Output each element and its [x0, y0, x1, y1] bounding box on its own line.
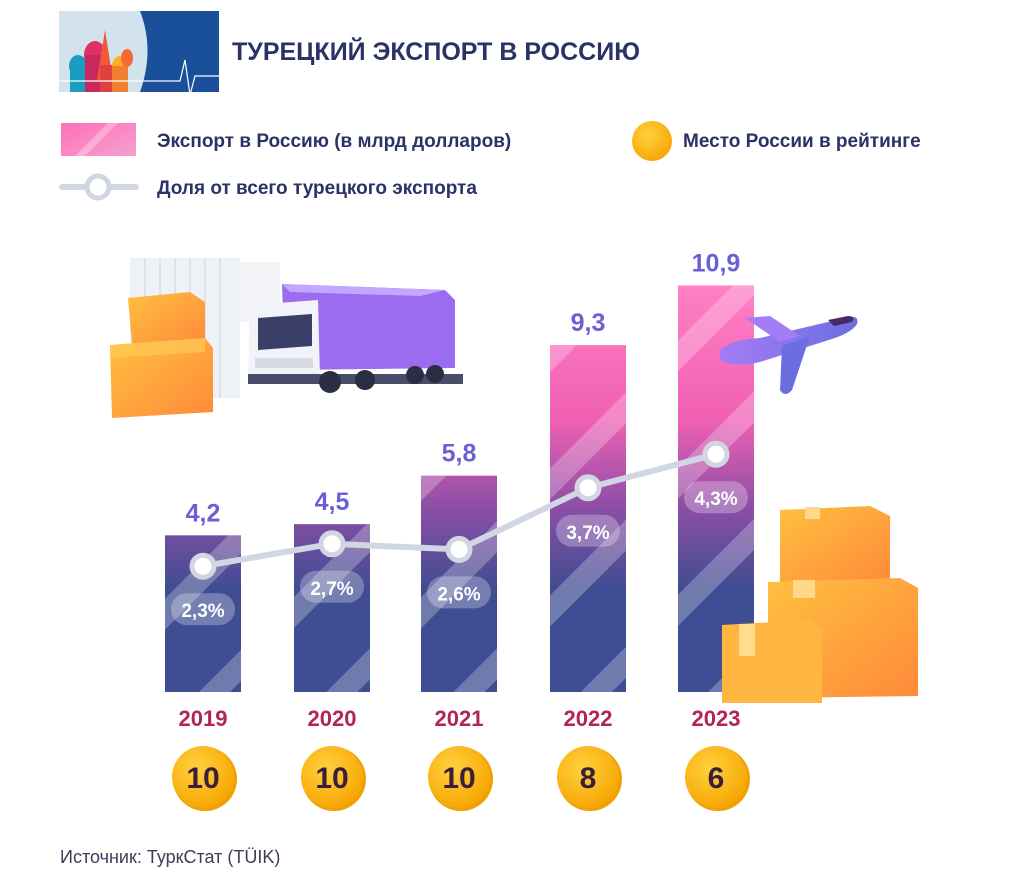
coin-icon [685, 746, 747, 808]
year-label: 2019 [179, 706, 228, 731]
plane-illustration [720, 316, 858, 394]
bar-value-label: 5,8 [442, 440, 477, 468]
share-value-label: 2,3% [181, 601, 224, 622]
year-labels: 2019 2020 2021 2022 2023 [179, 706, 741, 731]
share-line-group: 2,3% 2,7% 2,6% 3,7% 4,3% [171, 440, 748, 626]
share-label-pill [684, 481, 748, 514]
coin-icon [557, 746, 619, 808]
bar-stripes [421, 475, 497, 692]
year-label: 2021 [435, 706, 484, 731]
rank-coins: 10 10 10 8 6 [172, 746, 750, 811]
boxes-illustration [722, 506, 918, 703]
page-title: ТУРЕЦКИЙ ЭКСПОРТ В РОССИЮ [232, 36, 640, 66]
share-value-label: 2,7% [310, 579, 353, 600]
year-label: 2022 [564, 706, 613, 731]
rank-value: 10 [315, 762, 348, 795]
share-point [702, 440, 730, 468]
source-note: Источник: ТуркСтат (TÜIK) [60, 847, 280, 867]
rank-value: 6 [708, 762, 725, 795]
share-label-pill [427, 576, 491, 609]
coin-icon [172, 746, 234, 808]
bar-value-label: 10,9 [692, 249, 741, 277]
bar-value-label: 4,5 [315, 488, 350, 516]
share-point [189, 552, 217, 580]
share-label-pill [556, 514, 620, 547]
share-label-pill [300, 570, 364, 603]
truck-illustration [110, 258, 463, 418]
bar-stripes [550, 345, 626, 692]
coin-icon [428, 746, 490, 808]
share-value-label: 4,3% [694, 489, 737, 510]
legend-coin-icon [632, 121, 672, 161]
rank-value: 10 [186, 762, 219, 795]
coin-icon [301, 746, 363, 808]
legend: Экспорт в Россию (в млрд долларов) Место… [59, 121, 921, 201]
share-value-label: 3,7% [566, 523, 609, 544]
bar-value-label: 4,2 [186, 499, 221, 527]
share-value-label: 2,6% [437, 584, 480, 605]
share-point [445, 535, 473, 563]
rank-value: 10 [442, 762, 475, 795]
legend-line-marker-icon [84, 173, 112, 201]
legend-coins-label: Место России в рейтинге [683, 131, 921, 152]
legend-line-label: Доля от всего турецкого экспорта [157, 178, 477, 199]
legend-bars-label: Экспорт в Россию (в млрд долларов) [157, 131, 511, 152]
year-label: 2023 [692, 706, 741, 731]
share-point [574, 474, 602, 502]
logo-image [59, 11, 219, 96]
share-label-pill [171, 593, 235, 626]
share-point [318, 530, 346, 558]
year-label: 2020 [308, 706, 357, 731]
bar-value-label: 9,3 [571, 309, 606, 337]
rank-value: 8 [580, 762, 597, 795]
legend-bar-swatch [61, 123, 136, 156]
